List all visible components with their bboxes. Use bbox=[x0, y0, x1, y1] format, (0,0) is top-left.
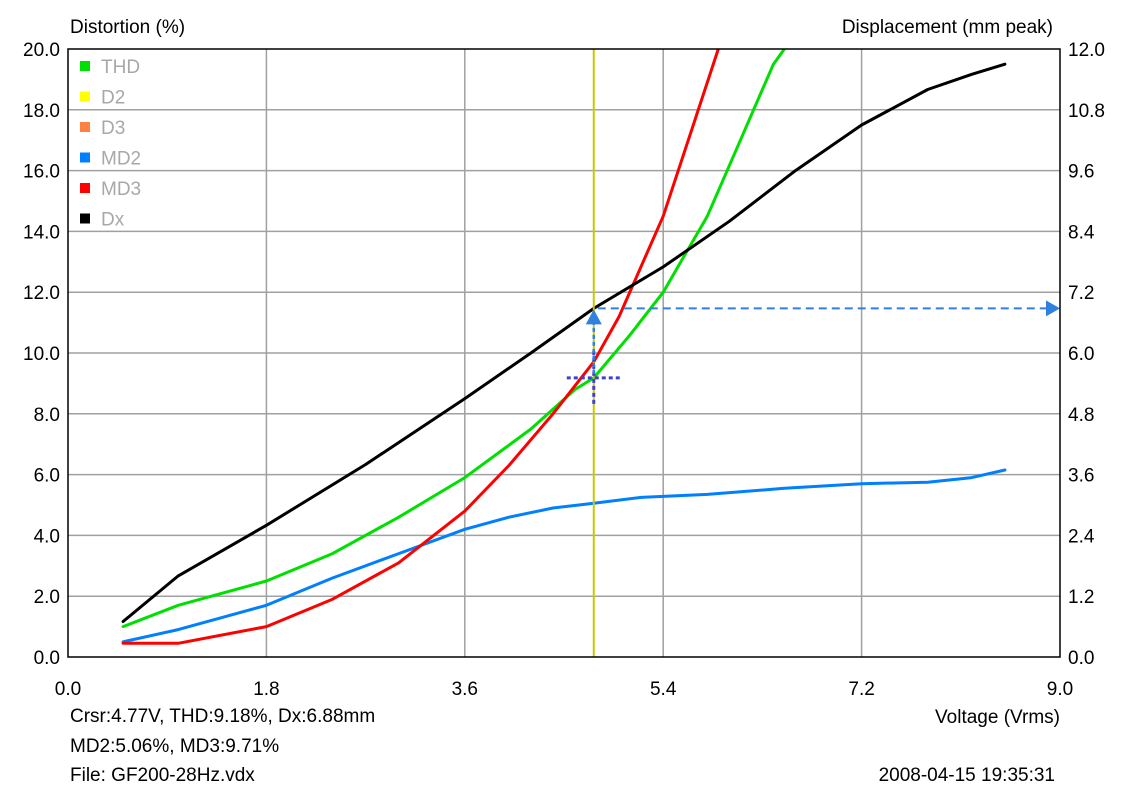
legend-label-thd: THD bbox=[101, 57, 140, 78]
y-right-tick-label: 9.6 bbox=[1068, 162, 1094, 183]
y-left-axis-label: Distortion (%) bbox=[70, 17, 185, 38]
cursor-arrow-head-right bbox=[1046, 300, 1060, 317]
legend-swatch-dx bbox=[80, 213, 90, 224]
legend-swatch-d2 bbox=[80, 91, 90, 102]
legend-swatch-md2 bbox=[80, 152, 90, 163]
legend-label-d2: D2 bbox=[101, 88, 125, 109]
y-left-tick-label: 12.0 bbox=[23, 283, 60, 304]
x-tick-label: 5.4 bbox=[650, 679, 677, 700]
series-line-md3 bbox=[121, 49, 720, 645]
legend: THD D2 D3 MD2 MD3 Dx bbox=[80, 57, 141, 231]
series-line-md2 bbox=[121, 468, 1007, 644]
legend-swatch-md3 bbox=[80, 183, 90, 193]
cursor-readout-line2: MD2:5.06%, MD3:9.71% bbox=[70, 736, 280, 757]
x-tick-label: 3.6 bbox=[452, 679, 478, 700]
y-left-tick-label: 14.0 bbox=[23, 222, 60, 243]
y-right-tick-label: 2.4 bbox=[1068, 526, 1095, 547]
y-right-tick-label: 3.6 bbox=[1068, 466, 1094, 487]
legend-label-md2: MD2 bbox=[101, 149, 141, 170]
legend-swatch-d3 bbox=[80, 122, 90, 132]
plot-frame bbox=[67, 48, 1061, 658]
x-axis-label: Voltage (Vrms) bbox=[935, 707, 1060, 728]
y-left-tick-label: 4.0 bbox=[34, 526, 60, 547]
x-tick-label: 9.0 bbox=[1047, 679, 1073, 700]
y-left-tick-label: 2.0 bbox=[34, 587, 60, 608]
x-tick-label: 7.2 bbox=[848, 679, 874, 700]
tick-labels: 0.0 1.8 3.6 5.4 7.2 9.0 0.0 2.0 4.0 6.0 8.0 10.0 12.… bbox=[23, 40, 1105, 700]
y-right-tick-label: 7.2 bbox=[1068, 283, 1094, 304]
cursor-readout-line1: Crsr:4.77V, THD:9.18%, Dx:6.88mm bbox=[70, 706, 376, 727]
x-tick-label: 0.0 bbox=[55, 679, 81, 700]
y-right-tick-label: 0.0 bbox=[1068, 648, 1094, 669]
timestamp: 2008-04-15 19:35:31 bbox=[878, 765, 1055, 786]
series-layer bbox=[121, 49, 1007, 645]
cursor-layer bbox=[566, 49, 1060, 657]
y-right-tick-label: 4.8 bbox=[1068, 405, 1094, 426]
grid-lines bbox=[68, 49, 1060, 657]
legend-label-dx: Dx bbox=[101, 210, 125, 231]
legend-label-md3: MD3 bbox=[101, 179, 141, 200]
y-right-tick-label: 6.0 bbox=[1068, 344, 1094, 365]
legend-label-d3: D3 bbox=[101, 118, 125, 139]
y-right-axis-label: Displacement (mm peak) bbox=[842, 17, 1053, 38]
x-tick-label: 1.8 bbox=[253, 679, 279, 700]
y-left-tick-label: 16.0 bbox=[23, 162, 60, 183]
series-line-dx bbox=[121, 62, 1007, 623]
cursor-arrow-head-up bbox=[585, 309, 602, 325]
y-right-tick-label: 10.8 bbox=[1068, 101, 1105, 122]
y-left-tick-label: 0.0 bbox=[34, 648, 60, 669]
legend-swatch-thd bbox=[80, 61, 90, 71]
y-left-tick-label: 18.0 bbox=[23, 101, 60, 122]
file-name: File: GF200-28Hz.vdx bbox=[70, 765, 255, 786]
y-left-tick-label: 8.0 bbox=[34, 405, 60, 426]
series-line-thd bbox=[121, 49, 786, 629]
y-right-tick-label: 8.4 bbox=[1068, 222, 1095, 243]
y-left-tick-label: 10.0 bbox=[23, 344, 60, 365]
y-left-tick-label: 20.0 bbox=[23, 40, 60, 61]
y-right-tick-label: 12.0 bbox=[1068, 40, 1105, 61]
y-left-tick-label: 6.0 bbox=[34, 466, 60, 487]
y-right-tick-label: 1.2 bbox=[1068, 587, 1094, 608]
